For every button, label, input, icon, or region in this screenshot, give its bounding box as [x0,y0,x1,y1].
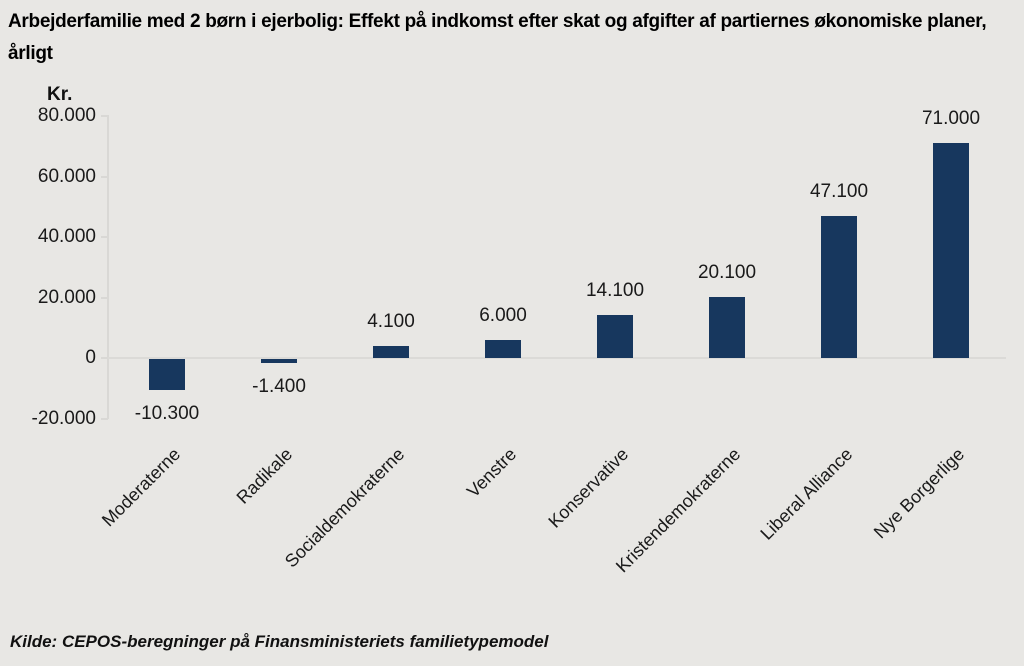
value-label: 4.100 [367,310,415,332]
value-label: -1.400 [252,376,306,398]
value-label: 47.100 [809,180,869,202]
x-axis-label: Nye Borgerlige [869,444,969,543]
x-axis-label: Venstre [462,444,521,502]
x-axis-label: Radikale [232,444,297,508]
x-axis-label: Kristendemokraterne [611,444,745,577]
source-note: Kilde: CEPOS-beregninger på Finansminist… [10,632,549,651]
y-axis-unit-label: Kr. [47,84,73,105]
y-tick-mark [101,357,108,359]
x-axis-label: Konservative [544,444,633,532]
y-tick-label: 20.000 [37,286,96,308]
bar [709,297,745,358]
value-label: 71.000 [921,108,981,130]
bar [149,359,185,391]
y-tick-mark [101,175,108,178]
x-axis-label: Socialdemokraterne [280,444,409,572]
x-axis-label: Liberal Alliance [756,444,857,544]
bar [261,359,297,364]
bar [373,345,409,358]
y-tick-mark [101,115,108,117]
y-tick-label: 60.000 [37,165,96,187]
bar [821,215,857,358]
zero-baseline [108,357,1006,359]
y-tick-mark [101,296,108,299]
y-tick-label: 0 [85,347,96,368]
value-label: -10.300 [134,403,200,425]
x-axis-label: Moderaterne [97,444,185,531]
y-tick-label: -20.000 [31,407,96,429]
y-tick-label: 80.000 [37,105,96,126]
bar [933,143,969,358]
value-label: 20.100 [697,262,757,284]
bar [485,339,521,358]
y-tick-mark [101,417,108,420]
bar [597,315,633,358]
y-tick-label: 40.000 [37,226,96,247]
y-tick-mark [101,236,108,238]
y-axis-line [107,115,109,419]
chart-title: Arbejderfamilie med 2 børn i ejerbolig: … [8,11,987,64]
value-label: 14.100 [585,280,645,302]
value-label: 6.000 [479,304,527,326]
